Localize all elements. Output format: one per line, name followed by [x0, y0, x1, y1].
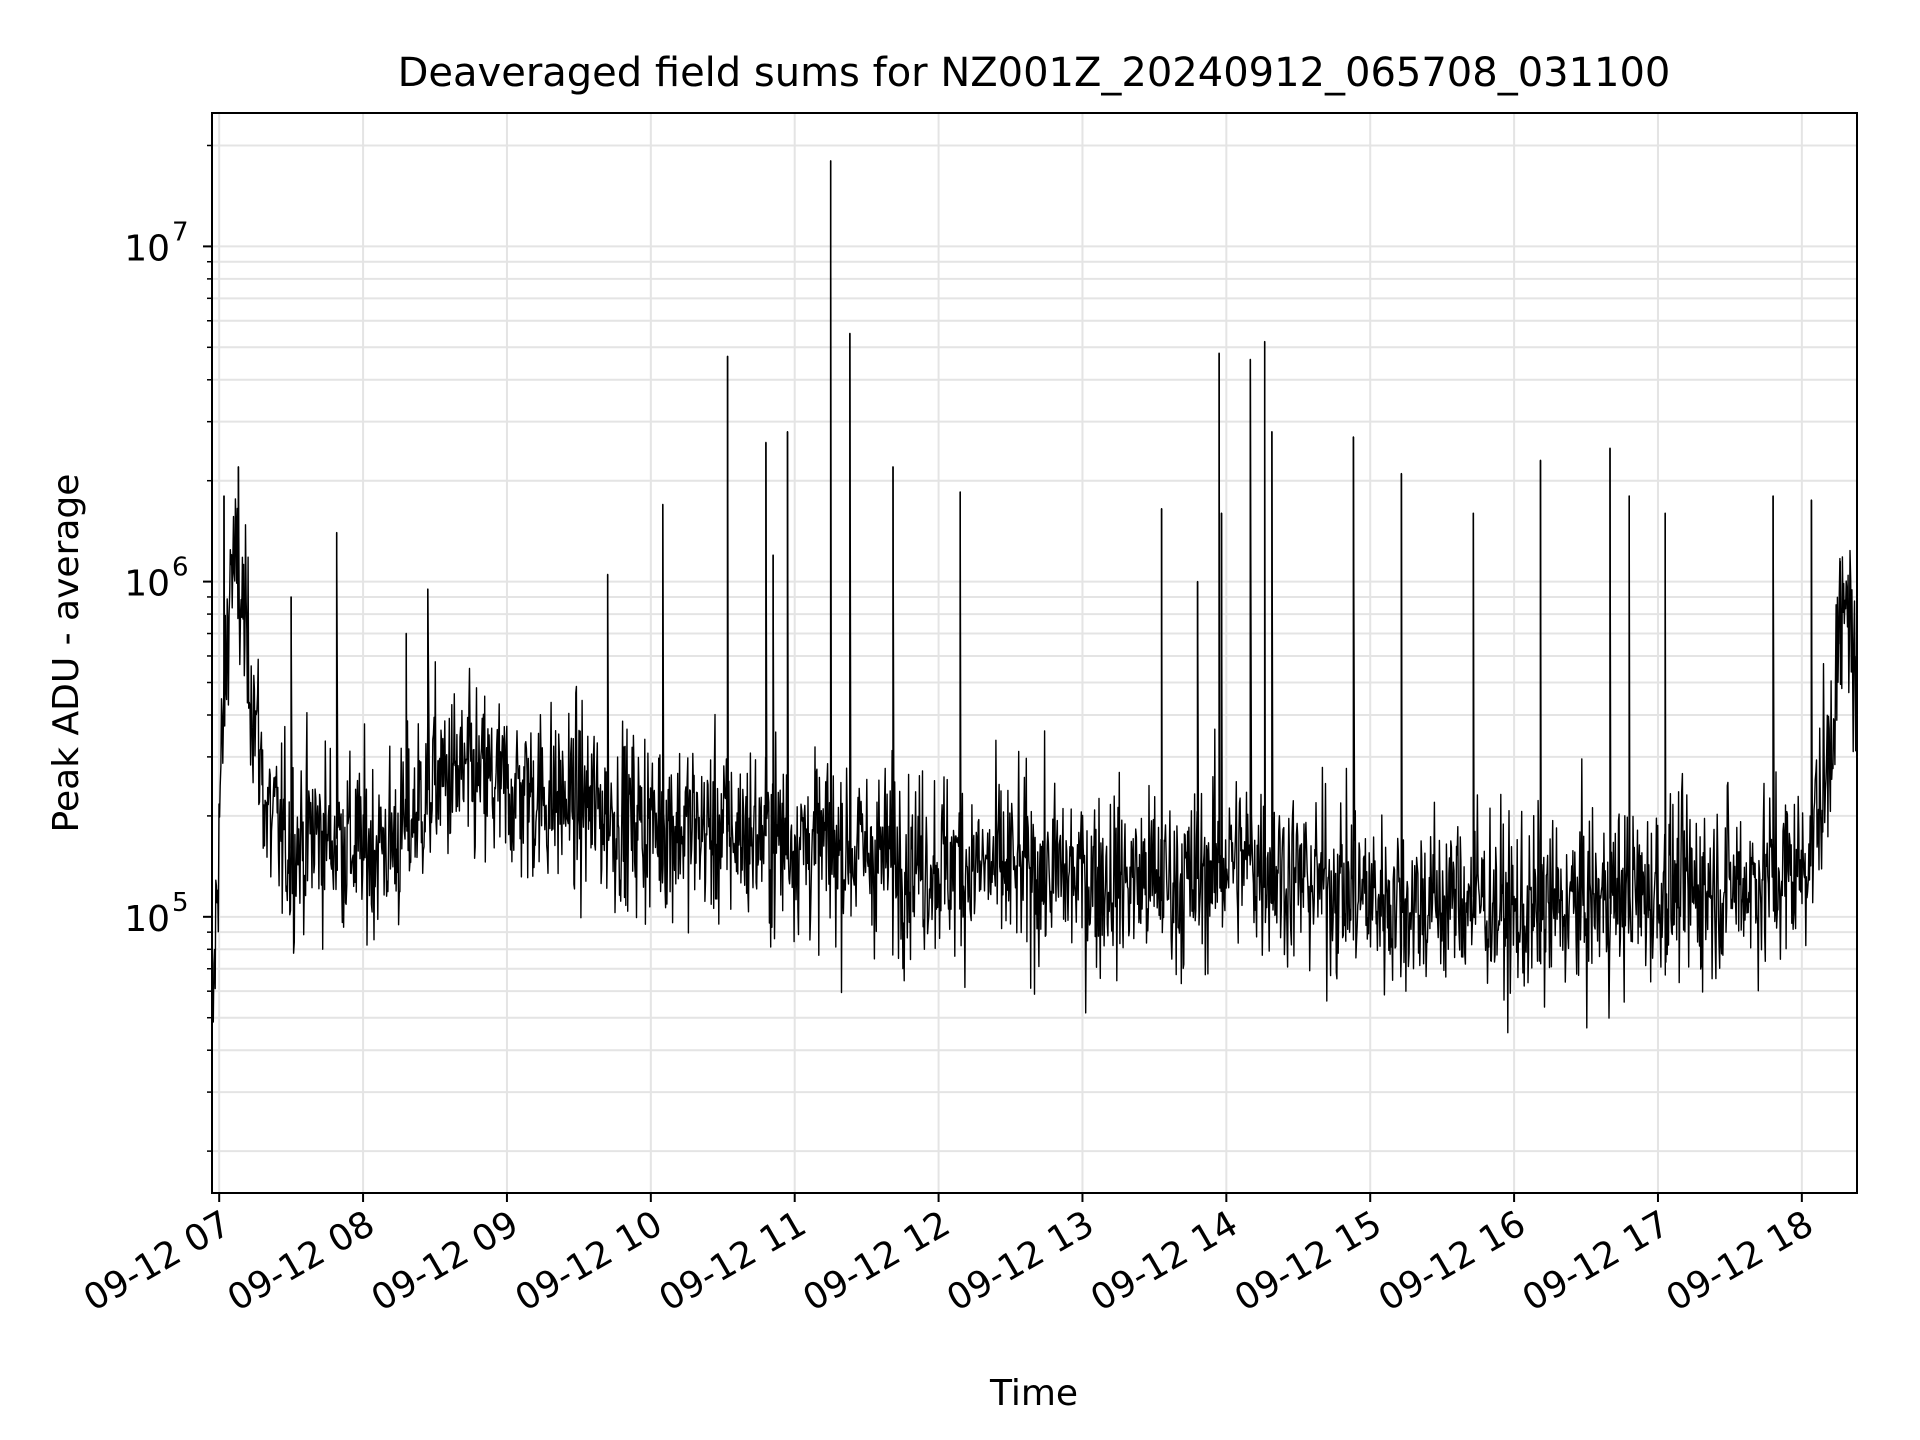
y-tick-label: 10 — [124, 564, 170, 605]
y-tick-label: 10 — [124, 899, 170, 940]
x-axis-label: Time — [989, 1373, 1078, 1414]
plot-frame — [211, 112, 1858, 1194]
y-tick-label-exponent: 5 — [172, 888, 189, 918]
plot-area — [212, 113, 1857, 1193]
y-axis-label: Peak ADU - average — [46, 474, 87, 833]
y-tick-label-exponent: 6 — [172, 553, 189, 583]
y-tick-label: 10 — [124, 228, 170, 269]
series-line — [211, 160, 1858, 1034]
data-series-line — [211, 160, 1858, 1034]
chart-title: Deaveraged field sums for NZ001Z_2024091… — [398, 50, 1671, 96]
y-tick-label-exponent: 7 — [172, 217, 189, 247]
